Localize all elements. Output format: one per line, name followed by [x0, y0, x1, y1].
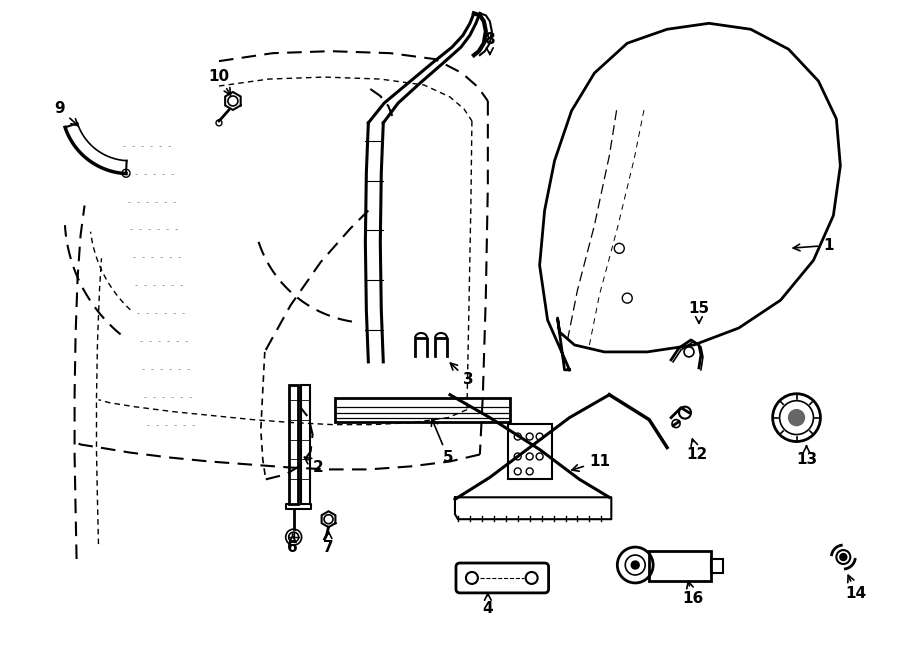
Text: 7: 7 — [323, 532, 334, 555]
Bar — [301, 385, 310, 504]
Circle shape — [840, 553, 847, 561]
Text: 15: 15 — [688, 301, 709, 323]
Bar — [508, 424, 552, 479]
Text: 14: 14 — [846, 575, 867, 602]
Circle shape — [631, 561, 639, 569]
Text: 2: 2 — [304, 457, 324, 475]
Text: 6: 6 — [287, 534, 298, 555]
Text: 12: 12 — [687, 439, 707, 462]
Text: 1: 1 — [793, 238, 833, 253]
Text: 13: 13 — [796, 446, 817, 467]
Text: 9: 9 — [54, 101, 78, 126]
Bar — [289, 385, 298, 504]
Bar — [649, 551, 711, 581]
Text: 10: 10 — [209, 69, 230, 95]
Text: 16: 16 — [682, 582, 704, 606]
Text: 8: 8 — [484, 32, 495, 54]
Circle shape — [788, 410, 805, 426]
Bar — [711, 559, 723, 573]
Bar — [336, 398, 509, 422]
Text: 5: 5 — [431, 419, 454, 465]
Text: 3: 3 — [450, 363, 473, 387]
Text: 11: 11 — [572, 454, 610, 471]
Text: 4: 4 — [482, 594, 493, 616]
